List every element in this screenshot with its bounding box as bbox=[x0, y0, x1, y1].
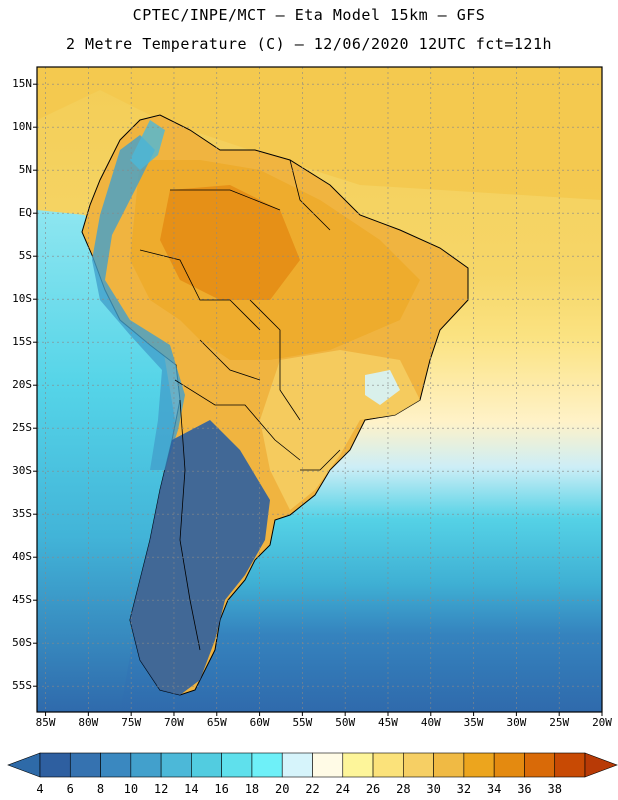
lon-label: 50W bbox=[335, 716, 356, 729]
colorbar-label: 8 bbox=[96, 782, 105, 796]
lat-label: 5N bbox=[18, 163, 32, 177]
lon-label: 40W bbox=[420, 716, 441, 729]
colorbar-swatch bbox=[69, 752, 101, 778]
patagonia-zone bbox=[130, 420, 270, 695]
colorbar-label: 30 bbox=[426, 782, 441, 796]
colorbar-label: 10 bbox=[123, 782, 139, 796]
lat-label: 45S bbox=[12, 593, 32, 607]
colorbar-swatch bbox=[100, 752, 132, 778]
colorbar-label: 24 bbox=[335, 782, 350, 796]
colorbar-swatch bbox=[281, 752, 313, 778]
lat-label: 15N bbox=[12, 77, 32, 91]
lon-label: 60W bbox=[249, 716, 270, 729]
lon-label: 70W bbox=[164, 716, 184, 729]
highland-cool-spot bbox=[365, 370, 400, 405]
lat-label: 40S bbox=[12, 550, 32, 564]
colorbar-label: 20 bbox=[274, 782, 290, 796]
colorbar-swatch bbox=[403, 752, 434, 778]
colorbar-swatch bbox=[221, 752, 253, 778]
map-title-line-2: 2 Metre Temperature (C) – 12/06/2020 12U… bbox=[65, 35, 553, 53]
lat-label: 10S bbox=[12, 292, 32, 306]
colorbar-label: 34 bbox=[486, 782, 502, 796]
lon-label: 85W bbox=[35, 716, 56, 729]
colorbar-swatch bbox=[160, 752, 192, 778]
colorbar-label: 28 bbox=[396, 782, 411, 796]
colorbar-below-arrow bbox=[7, 752, 41, 778]
colorbar-swatch bbox=[554, 752, 586, 778]
caribbean-warm bbox=[37, 67, 602, 200]
colorbar-label: 22 bbox=[305, 782, 320, 796]
lat-label: 20S bbox=[12, 378, 32, 392]
northern-andes-cold bbox=[130, 120, 165, 170]
colorbar-swatch bbox=[312, 752, 344, 778]
colorbar-label: 6 bbox=[66, 782, 74, 796]
colorbar-swatch bbox=[342, 752, 374, 778]
lat-lon-grid bbox=[37, 67, 602, 712]
lon-label: 80W bbox=[78, 716, 99, 729]
lon-label: 45W bbox=[378, 716, 398, 729]
colorbar-label: 36 bbox=[517, 782, 532, 796]
colorbar bbox=[7, 752, 618, 778]
colorbar-swatch bbox=[463, 752, 495, 778]
lat-label: 15S bbox=[12, 335, 32, 349]
lat-label: 35S bbox=[12, 507, 32, 521]
lon-label: 55W bbox=[292, 716, 313, 729]
lat-label: EQ bbox=[18, 206, 32, 220]
colorbar-label: 32 bbox=[456, 782, 472, 796]
lon-label: 30W bbox=[506, 716, 527, 729]
colorbar-label: 4 bbox=[36, 782, 44, 796]
colorbar-label: 14 bbox=[184, 782, 199, 796]
lon-label: 75W bbox=[121, 716, 142, 729]
map-title-line-1: CPTEC/INPE/MCT – Eta Model 15km – GFS bbox=[132, 6, 486, 24]
colorbar-swatch bbox=[493, 752, 525, 778]
map-frame bbox=[36, 66, 603, 713]
colorbar-swatch bbox=[433, 752, 465, 778]
colorbar-swatch bbox=[524, 752, 556, 778]
lat-label: 55S bbox=[12, 679, 32, 693]
lon-label: 25W bbox=[549, 716, 570, 729]
colorbar-label: 38 bbox=[547, 782, 562, 796]
colorbar-label: 18 bbox=[244, 782, 260, 796]
colorbar-swatch bbox=[130, 752, 162, 778]
colorbar-above-arrow bbox=[584, 752, 618, 778]
lon-label: 65W bbox=[206, 716, 227, 729]
lat-label: 30S bbox=[12, 464, 32, 478]
brazil-warm-zone bbox=[130, 160, 420, 360]
colorbar-label: 16 bbox=[214, 782, 229, 796]
colorbar-label: 12 bbox=[153, 782, 169, 796]
lat-label: 5S bbox=[18, 249, 32, 263]
colorbar-swatch bbox=[372, 752, 404, 778]
lon-label: 35W bbox=[463, 716, 484, 729]
lat-label: 10N bbox=[12, 120, 32, 134]
country-borders bbox=[139, 159, 341, 651]
lat-label: 50S bbox=[12, 636, 32, 650]
colorbar-swatch bbox=[39, 752, 71, 778]
lon-label: 20W bbox=[592, 716, 612, 729]
lat-label: 25S bbox=[12, 421, 32, 435]
colorbar-label: 26 bbox=[365, 782, 381, 796]
colorbar-swatch bbox=[191, 752, 222, 778]
colorbar-swatch bbox=[251, 752, 283, 778]
andes-cold-zone bbox=[92, 135, 185, 470]
